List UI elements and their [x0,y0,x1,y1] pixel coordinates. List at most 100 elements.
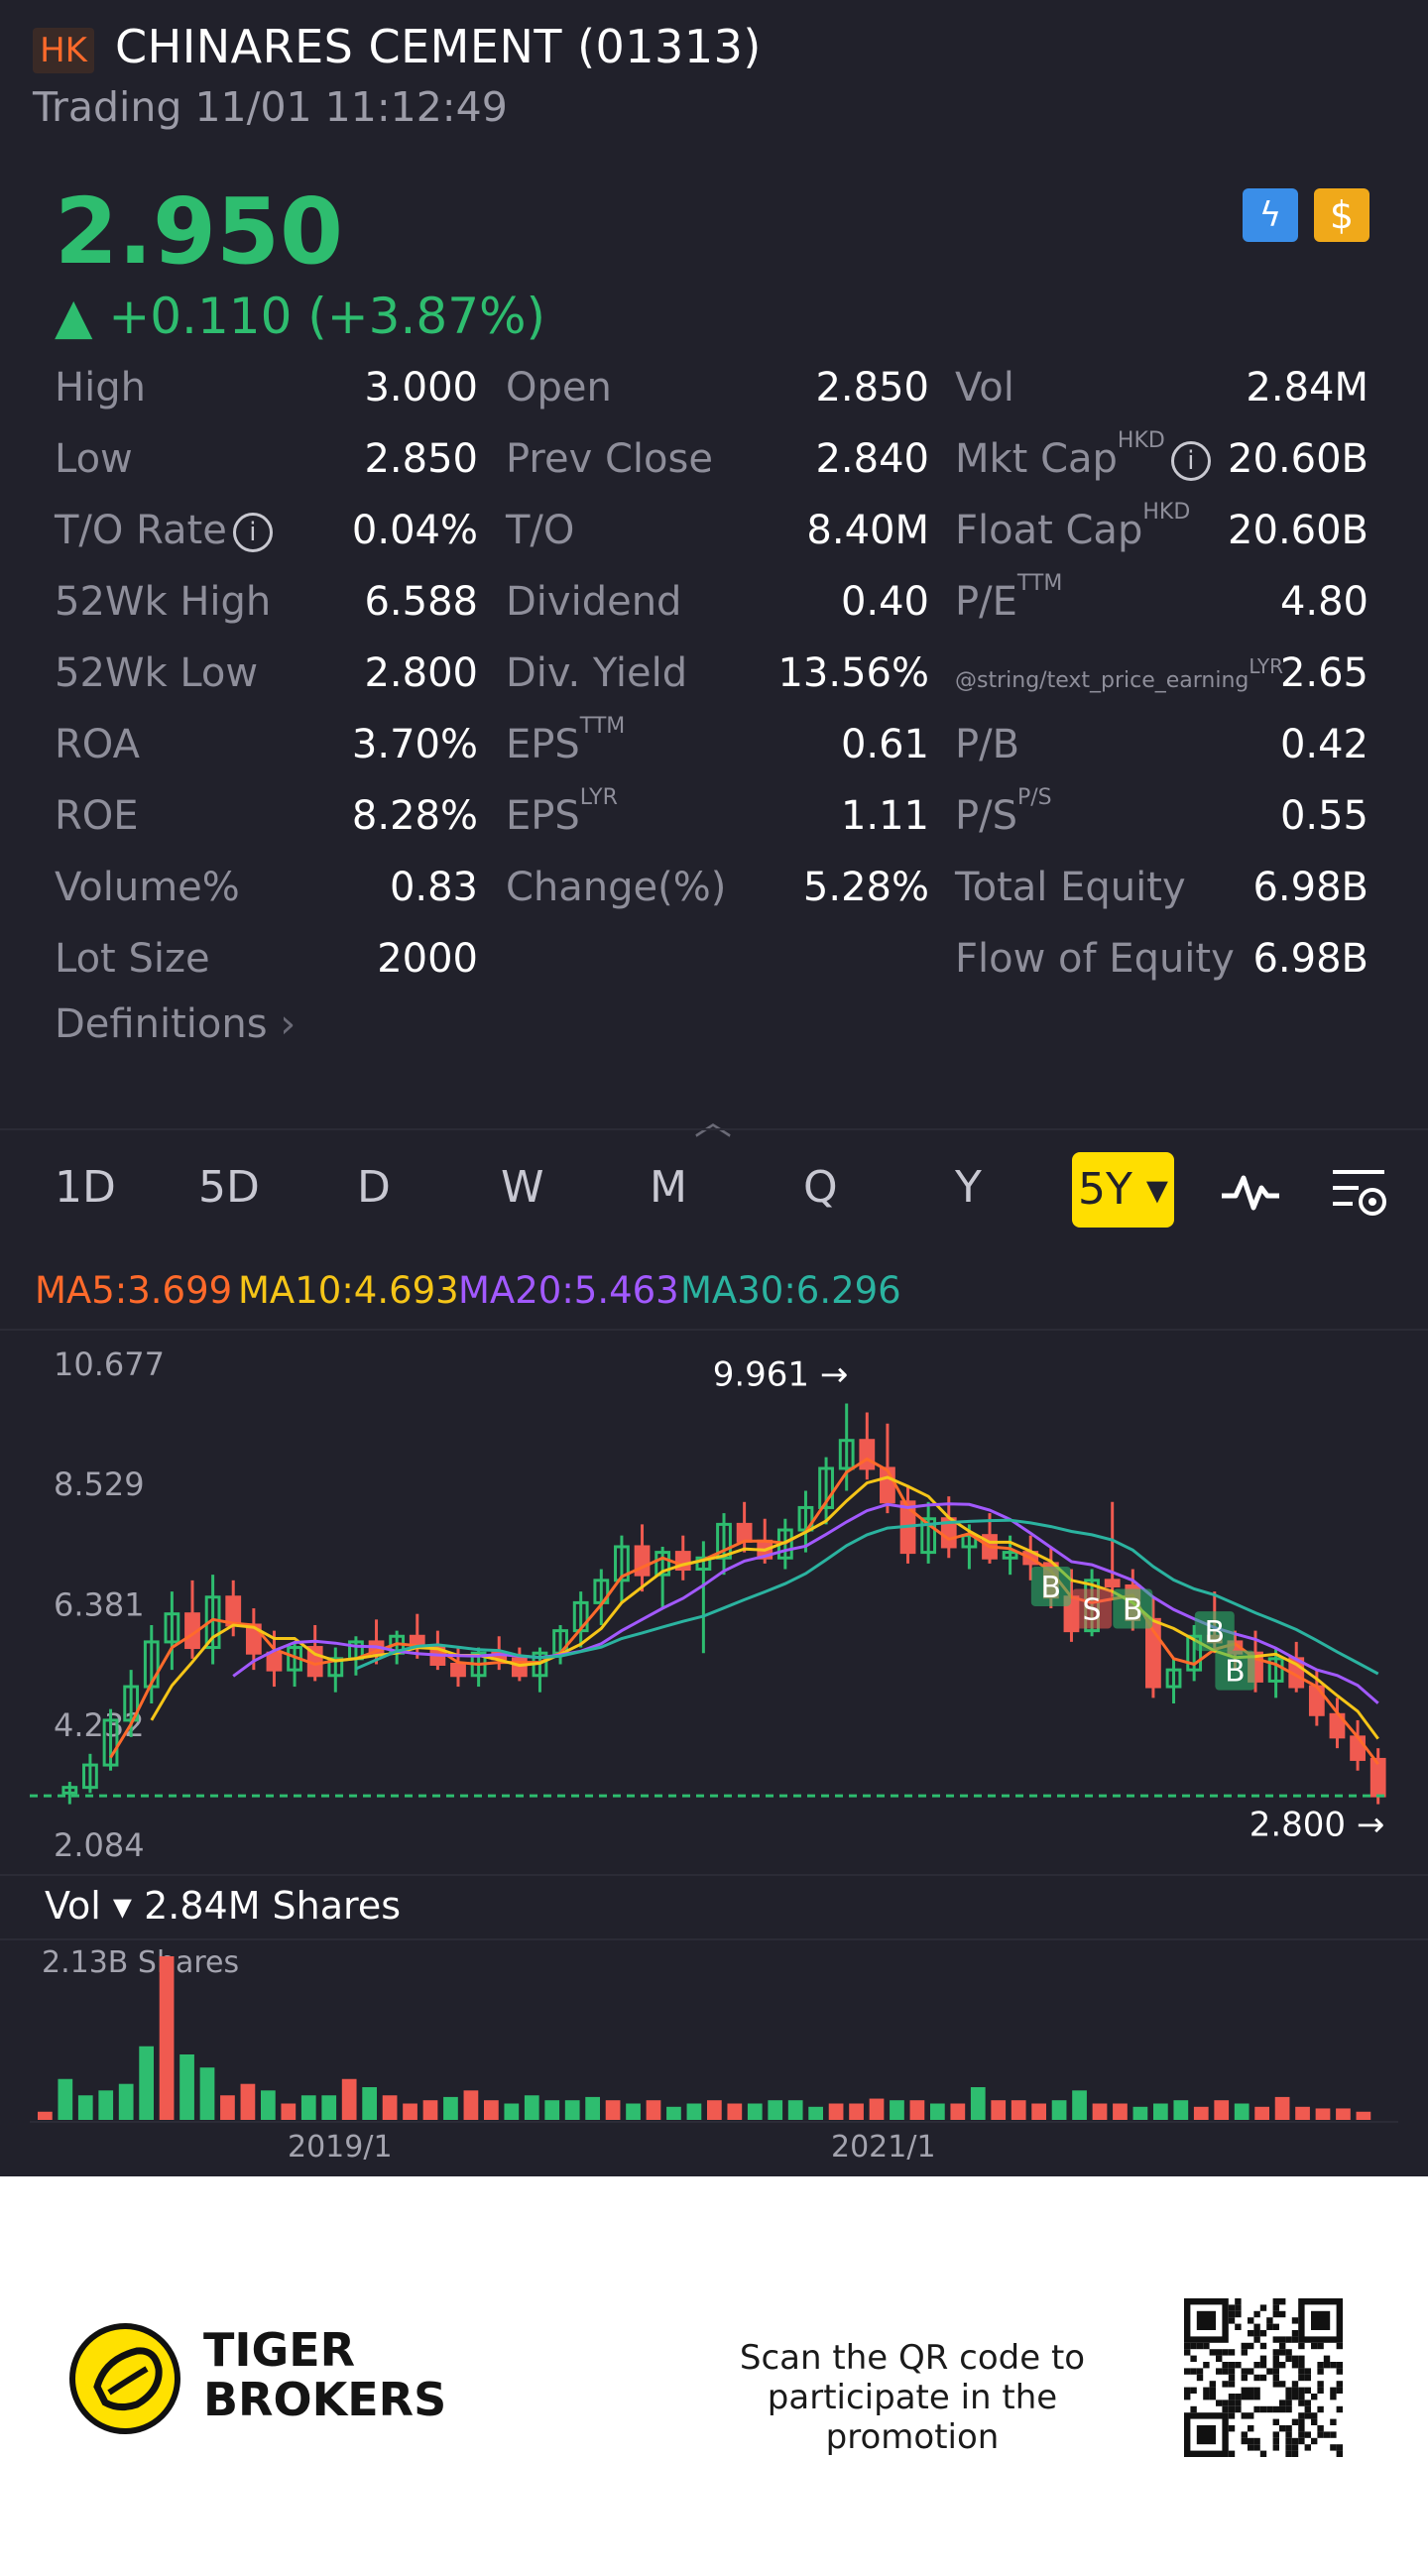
svg-text:B: B [1225,1655,1246,1690]
candle[interactable] [920,1501,937,1564]
candle[interactable] [1350,1719,1366,1771]
volume-bar [950,2103,966,2120]
volume-bar [747,2103,763,2120]
candle[interactable] [940,1496,957,1559]
volume-bar [179,2054,194,2120]
x-tick-label: 2021/1 [831,2130,936,2165]
info-icon[interactable]: i [1170,441,1211,481]
candle[interactable] [1104,1501,1121,1597]
qr-module [1285,2450,1292,2457]
qr-code[interactable] [1184,2298,1343,2457]
candle[interactable] [716,1513,732,1576]
candle[interactable] [164,1591,180,1671]
stat-label-superscript: HKD [1142,500,1191,525]
stat-value: 6.588 [364,579,478,625]
candle[interactable] [552,1624,568,1665]
volume-bar [1356,2111,1371,2120]
tab-d[interactable]: D [357,1162,391,1213]
high-marker: 9.961 → [713,1354,849,1394]
qr-module [1304,2368,1311,2375]
qr-module [1336,2368,1343,2375]
candle[interactable] [634,1524,651,1592]
definitions-link[interactable]: Definitions › [55,1001,296,1047]
qr-module [1216,2349,1223,2356]
qr-module [1311,2342,1318,2350]
candle[interactable] [1267,1647,1284,1698]
candle[interactable] [143,1624,160,1703]
candle[interactable] [818,1457,834,1525]
dollar-icon[interactable]: $ [1314,188,1369,242]
tab-y[interactable]: Y [955,1162,982,1213]
tab-m[interactable]: M [650,1162,687,1213]
qr-module [1298,2368,1305,2375]
qr-module [1228,2400,1236,2406]
candle[interactable] [61,1782,78,1805]
ma-label: MA30:6.296 [680,1269,901,1312]
candle[interactable] [1165,1658,1182,1703]
stat-label-text: Total Equity [955,865,1186,910]
sell-marker[interactable]: S [1072,1588,1113,1629]
tab-q[interactable]: Q [803,1162,838,1213]
volume-bar [666,2106,681,2120]
buy-marker[interactable]: B [1113,1588,1153,1629]
qr-module [1241,2394,1248,2400]
stat-label: P/ETTM [955,571,1062,625]
candle[interactable] [266,1630,283,1688]
candle[interactable] [838,1403,855,1491]
candle[interactable] [859,1412,876,1480]
collapse-caret-icon[interactable]: ︿ [694,1100,733,1143]
stat-label-text: Vol [955,365,1014,410]
level2-bolt-icon[interactable]: ϟ [1243,188,1298,242]
volume-bar [930,2103,945,2120]
qr-module [1222,2405,1229,2413]
candle[interactable] [470,1647,487,1688]
qr-module [1272,2381,1279,2388]
stat-label: Float CapHKD [955,500,1190,553]
stat-label-superscript: HKD [1117,428,1165,453]
candle[interactable] [674,1535,691,1581]
stat-label: Lot Size [55,936,210,982]
chart-settings-icon[interactable] [1329,1166,1392,1224]
qr-module [1190,2355,1197,2362]
tiger-logo-icon [69,2323,180,2434]
candle[interactable] [102,1708,119,1771]
indicator-icon[interactable] [1218,1166,1283,1216]
qr-module [1298,2342,1305,2350]
qr-module [1253,2437,1260,2445]
volume-bar [58,2078,73,2120]
tab-w[interactable]: W [501,1162,544,1213]
stat-label-superscript: TTM [579,714,626,739]
candle[interactable] [532,1647,548,1693]
candle[interactable] [184,1580,200,1659]
tab-5y[interactable]: 5Y ▾ [1072,1152,1174,1228]
stat-label: T/O [506,508,574,553]
qr-module [1272,2349,1279,2356]
candle[interactable] [327,1647,344,1693]
candle[interactable] [1186,1624,1203,1682]
candle[interactable] [287,1641,302,1688]
qr-module [1228,2381,1236,2388]
stat-label: 52Wk Low [55,650,258,696]
candle[interactable] [614,1535,630,1603]
volume-bar [585,2096,600,2120]
buy-marker[interactable]: B [1194,1611,1235,1652]
info-icon[interactable]: i [232,513,273,552]
market-badge: HK [33,28,94,73]
qr-module [1253,2310,1260,2318]
volume-header[interactable]: Vol ▾ 2.84M Shares [45,1884,402,1928]
tab-1d[interactable]: 1D [55,1162,116,1213]
stat-value: 4.80 [1279,579,1368,625]
buy-marker[interactable]: B [1030,1566,1071,1606]
tab-5d[interactable]: 5D [198,1162,260,1213]
volume-bar [240,2083,256,2120]
ma-line [150,1475,1379,1740]
qr-module [1330,2387,1337,2394]
candle[interactable] [82,1753,98,1794]
volume-bar [443,2096,458,2120]
candle[interactable] [654,1546,671,1609]
buy-marker[interactable]: B [1215,1650,1255,1691]
candle[interactable] [389,1630,406,1665]
stat-label: High [55,365,146,410]
qr-module [1222,2362,1229,2369]
